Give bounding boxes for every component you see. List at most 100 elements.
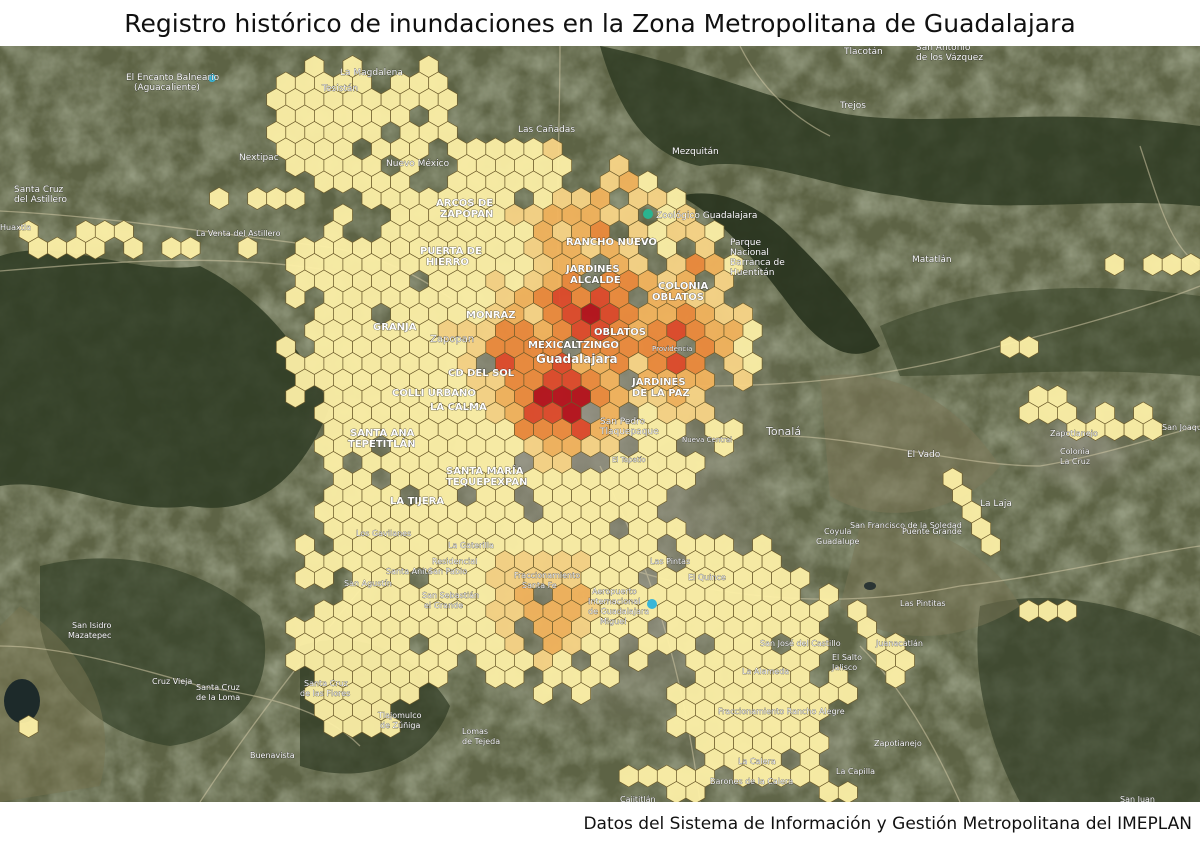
flood-hex-cell [237, 236, 258, 260]
label-fracc-alegre: Fraccionamiento Rancho Alegre [718, 707, 845, 716]
flood-hex-cell [18, 715, 39, 738]
label-fracc-1: Fraccionamiento [514, 571, 580, 580]
label-jardines-alcalde-1: JARDINES [565, 264, 620, 275]
label-la-calma: LA CALMA [430, 402, 487, 413]
label-nueva-central: Nueva Central [682, 436, 732, 444]
flood-hex-cell [428, 665, 449, 689]
label-barranca: Barranca de [730, 258, 785, 268]
label-la-venta: La Venta del Astillero [196, 229, 281, 238]
label-colli: COLLI URBANO [392, 388, 476, 399]
flood-hex-cell [885, 665, 906, 689]
label-fracc-2: Santa Fe [522, 581, 557, 590]
label-cruz-vieja: Cruz Vieja [152, 677, 192, 686]
flood-hex-cell [1057, 599, 1077, 623]
label-san-sebastian-2: el Grande [424, 601, 463, 610]
label-nextipac: Nextipac [239, 153, 279, 163]
label-guadalajara: Guadalajara [536, 352, 618, 366]
label-colonia-cruz-1: Colonia [1060, 447, 1090, 456]
label-san-isidro-1: San Isidro [72, 621, 112, 630]
airport-pin-icon [647, 599, 657, 609]
label-santa-maria-2: TEQUEPEXPAN [446, 477, 528, 488]
flood-hex-cell [733, 368, 753, 392]
label-santa-cruz-astillero-2: del Astillero [14, 195, 68, 205]
map-canvas[interactable]: ARCOS DE ZAPOPAN RANCHO NUEVO PUERTA DE … [0, 46, 1200, 802]
flood-hex-cell [504, 665, 525, 689]
label-cd-del-sol: CD DEL SOL [448, 368, 515, 379]
flood-hex-cell [1104, 253, 1125, 276]
label-tonala: Tonalá [765, 425, 801, 438]
zoo-marker[interactable]: Zoológico Guadalajara [643, 209, 758, 221]
label-santa-ana-1: SANTA ANA [350, 428, 415, 439]
label-san-jose: San José del Castillo [760, 638, 841, 648]
flood-hex-cell [714, 434, 734, 458]
flood-hex-cell [1142, 418, 1163, 441]
label-la-magdalena: La Magdalena [340, 68, 403, 78]
label-hierro: HIERRO [426, 257, 469, 268]
label-san-agustin: San Agustín [344, 579, 392, 588]
label-santa-cruz-flores-2: de las Flores [300, 689, 350, 698]
label-san-antonio-2: de los Vázquez [916, 53, 983, 63]
label-zoologico: Zoológico Guadalajara [656, 210, 757, 221]
label-la-capilla: La Capilla [836, 767, 875, 776]
label-mexicaltzingo: MEXICALTZINGO [528, 340, 619, 351]
flood-hex-cell [628, 649, 649, 672]
label-san-isidro-2: Mazatepec [68, 631, 111, 640]
map-labels: ARCOS DE ZAPOPAN RANCHO NUEVO PUERTA DE … [0, 46, 1200, 802]
label-santa-cruz-loma-2: de la Loma [196, 693, 240, 702]
label-la-gaterilla: La Gaterilla [448, 541, 494, 550]
label-zapopan: Zapopan [430, 334, 474, 345]
label-zapopan-upper: ZAPOPAN [440, 209, 493, 220]
label-el-tapatio: El Tapatío [612, 456, 646, 464]
label-los-gavilanes: Los Gavilanes [356, 529, 411, 538]
label-jardines-paz-2: DE LA PAZ [632, 388, 690, 399]
label-san-joaquin: San Joaquín [1162, 423, 1200, 432]
label-santa-maria-1: SANTA MARÍA [446, 464, 524, 477]
label-santa-ana-2: TEPETITLÁN [348, 437, 416, 450]
label-granja: GRANJA [373, 322, 417, 333]
label-trejos: Trejos [839, 101, 866, 111]
label-tlajomulco-1: Tlajomulco [377, 711, 422, 720]
label-oblatos-upper: OBLATOS [652, 292, 704, 303]
map-viewport[interactable]: ARCOS DE ZAPOPAN RANCHO NUEVO PUERTA DE … [0, 46, 1200, 802]
label-colonia-cruz-2: La Cruz [1060, 457, 1090, 466]
label-aeropuerto-2: Internacional [588, 597, 640, 606]
flood-hex-cell [123, 236, 144, 260]
flood-hex-cell [85, 236, 106, 260]
airport-marker[interactable]: Aeropuerto Internacional de Guadalajara … [588, 587, 657, 626]
label-rancho-nuevo: RANCHO NUEVO [566, 237, 657, 248]
label-residencial: Residencial [432, 557, 477, 566]
label-las-pintas: Las Pintas [650, 557, 690, 566]
label-jardines-alcalde-2: ALCALDE [570, 275, 621, 286]
label-aeropuerto-4: Miguel [600, 617, 626, 626]
label-san-pedro-1: San Pedro [600, 417, 646, 427]
label-tlacotan: Tlacotán [843, 47, 883, 57]
label-san-antonio-1: San Antonio [916, 46, 971, 53]
label-tlajomulco-2: de Zúñiga [380, 721, 420, 730]
el-encanto-marker[interactable]: El Encanto Balneario (Aguacaliente) [126, 73, 220, 94]
flood-hex-cell [980, 533, 1001, 557]
label-el-encanto-1: El Encanto Balneario [126, 73, 220, 83]
flood-hex-cell [676, 467, 696, 491]
label-san-pedro-2: Tlaquepaque [599, 427, 659, 437]
label-el-encanto-2: (Aguacaliente) [134, 83, 200, 93]
label-guadalupe: Guadalupe [816, 537, 860, 546]
flood-hex-cell [837, 781, 858, 802]
label-colonia: COLONIA [658, 281, 708, 292]
label-juanacatlan: Juanacatlán [875, 639, 923, 648]
flood-hexbin-layer [18, 55, 1200, 802]
label-coyula: Coyula [824, 527, 852, 536]
label-puente-grande: Puente Grande [902, 527, 962, 536]
label-arcos: ARCOS DE [436, 198, 493, 209]
flood-hex-cell [285, 385, 306, 408]
label-santa-cruz-loma-1: Santa Cruz [196, 683, 240, 692]
label-aeropuerto-3: de Guadalajara [588, 607, 649, 616]
zoo-pin-icon [643, 209, 653, 219]
label-la-providencia: Providencia [652, 345, 692, 353]
flood-hex-cell [533, 682, 553, 705]
label-oblatos: OBLATOS [594, 327, 646, 338]
data-source-credit: Datos del Sistema de Información y Gesti… [583, 814, 1192, 834]
flood-hex-cell [314, 566, 334, 590]
label-cajititlan: Cajititlán [620, 795, 656, 802]
label-nacional: Nacional [730, 248, 769, 258]
label-san-sebastian-1: San Sebastián [422, 591, 479, 600]
